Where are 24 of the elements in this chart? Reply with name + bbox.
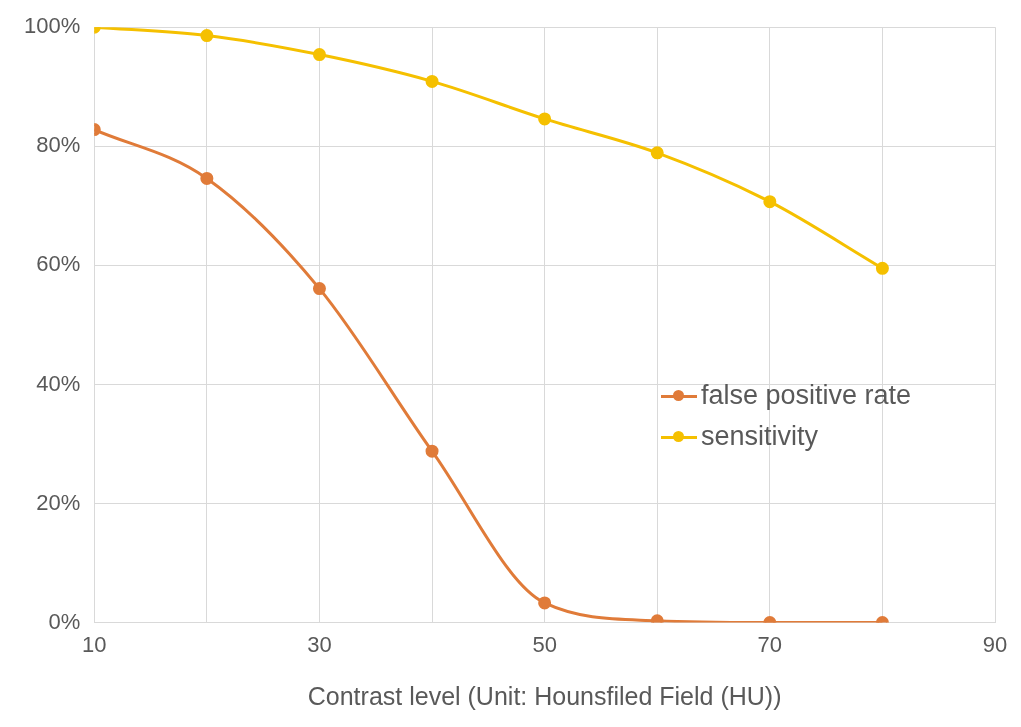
point bbox=[312, 282, 326, 296]
legend-label: false positive rate bbox=[700, 380, 911, 411]
legend-label: sensitivity bbox=[700, 421, 818, 452]
point bbox=[650, 146, 664, 160]
point bbox=[425, 444, 439, 458]
y-tick-label: 100% bbox=[23, 13, 81, 39]
x-tick-label: 50 bbox=[532, 631, 557, 657]
x-axis-title: Contrast level (Unit: Hounsfiled Field (HU)) bbox=[307, 681, 782, 710]
point bbox=[425, 74, 439, 88]
point bbox=[538, 112, 552, 126]
x-tick-label: 70 bbox=[757, 631, 783, 657]
y-tick-label: 60% bbox=[36, 251, 81, 277]
y-tick-label: 0% bbox=[48, 608, 81, 634]
point bbox=[763, 195, 777, 209]
x-tick-label: 10 bbox=[82, 631, 107, 657]
point bbox=[875, 261, 889, 275]
x-tick-label: 90 bbox=[982, 631, 1008, 657]
x-tick-label: 30 bbox=[307, 631, 332, 657]
point bbox=[200, 29, 214, 43]
y-tick-label: 20% bbox=[36, 489, 81, 515]
y-tick-label: 40% bbox=[36, 370, 81, 396]
y-tick-label: 80% bbox=[36, 132, 81, 158]
point bbox=[312, 48, 326, 62]
point bbox=[200, 171, 214, 185]
